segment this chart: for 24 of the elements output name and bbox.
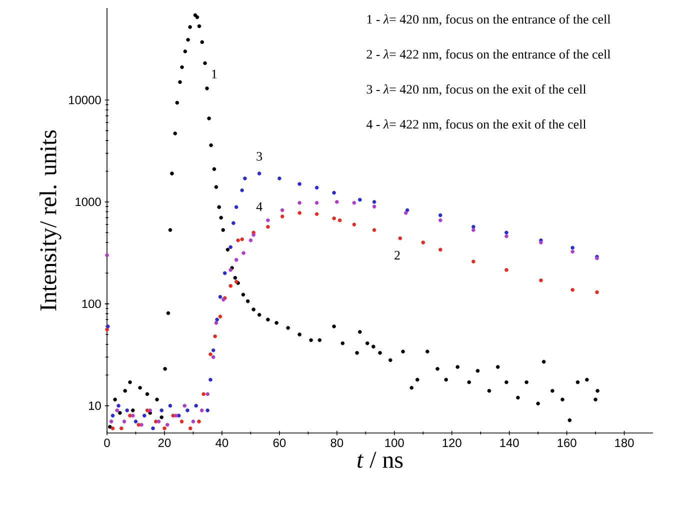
y-tick-label: 10 bbox=[88, 401, 101, 410]
y-tick-label: 100 bbox=[82, 300, 101, 308]
x-tick-label: 40 bbox=[216, 438, 228, 448]
series-label: 2 bbox=[394, 250, 400, 260]
series-label: 1 bbox=[212, 70, 217, 78]
x-tick-label: 120 bbox=[442, 438, 462, 448]
annotation: 2 - λ= 422 nm, focus on the entrance of the cell bbox=[366, 49, 610, 61]
y-axis-title: Intensity/ rel. units bbox=[40, 130, 62, 311]
series-label: 4 bbox=[256, 202, 262, 211]
annotation: 4 - λ= 422 nm, focus on the exit of the cell bbox=[366, 119, 586, 131]
annotation: 3 - λ= 420 nm, focus on the exit of the cell bbox=[366, 84, 586, 96]
x-axis-title: t / ns bbox=[358, 452, 403, 468]
y-tick-label: 10000 bbox=[69, 96, 101, 104]
x-tick-label: 60 bbox=[273, 438, 286, 448]
x-tick-label: 80 bbox=[330, 438, 344, 448]
x-tick-label: 180 bbox=[615, 438, 634, 448]
annotation: 1 - λ= 420 nm, focus on the entrance of the cell bbox=[367, 14, 610, 26]
x-tick-label: 160 bbox=[558, 438, 576, 448]
x-tick-label: 100 bbox=[385, 438, 404, 448]
x-tick-label: 140 bbox=[500, 438, 519, 448]
series-label: 3 bbox=[256, 152, 262, 161]
y-tick-label: 1000 bbox=[76, 198, 101, 206]
x-tick-label: 20 bbox=[158, 438, 171, 448]
x-tick-label: 0 bbox=[104, 438, 110, 448]
